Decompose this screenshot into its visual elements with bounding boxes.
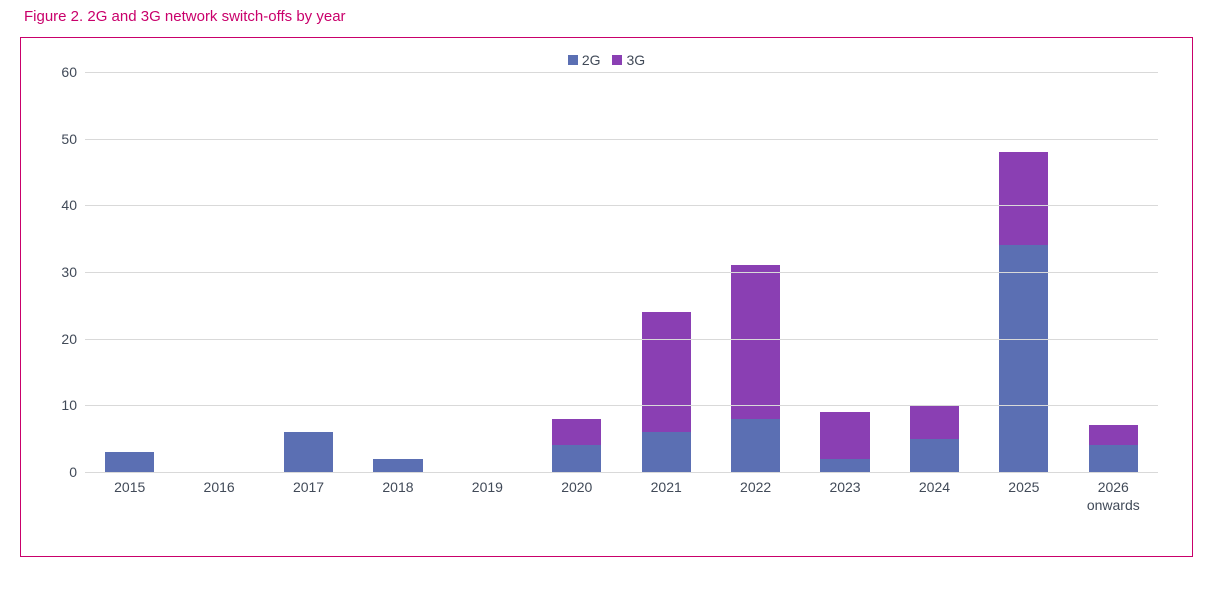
gridline — [85, 405, 1158, 406]
x-tick-label: 2016 — [204, 478, 235, 496]
figure-title: Figure 2. 2G and 3G network switch-offs … — [24, 8, 1193, 25]
legend-item-3g: 3G — [612, 52, 645, 68]
bar-seg-2G — [642, 432, 691, 472]
chart-frame: 2G 3G 0102030405060 20152016201720182019… — [20, 37, 1193, 557]
legend-swatch-3g — [612, 55, 622, 65]
legend-swatch-2g — [568, 55, 578, 65]
page-root: Figure 2. 2G and 3G network switch-offs … — [0, 0, 1213, 593]
plot-area: 0102030405060 — [85, 72, 1158, 472]
legend-label-3g: 3G — [626, 52, 645, 68]
y-tick-label: 60 — [47, 64, 77, 80]
bar-seg-3G — [552, 419, 601, 446]
bar-seg-2G — [731, 419, 780, 472]
bar-seg-2G — [105, 452, 154, 472]
bar-seg-2G — [284, 432, 333, 472]
chart-legend: 2G 3G — [45, 52, 1168, 68]
x-tick-label: 2021 — [651, 478, 682, 496]
x-axis-labels: 2015 2016 2017 2018 2019 2020 2021 2022 2023 2024… — [85, 472, 1158, 522]
x-tick-label: 2015 — [114, 478, 145, 496]
bar-seg-3G — [731, 265, 780, 418]
legend-item-2g: 2G — [568, 52, 601, 68]
gridline — [85, 205, 1158, 206]
bar-seg-3G — [642, 312, 691, 432]
bar-seg-2G — [552, 445, 601, 472]
x-tick-label: 2024 — [919, 478, 950, 496]
bar-seg-3G — [999, 152, 1048, 245]
bar-seg-2G — [373, 459, 422, 472]
x-tick-label: 2017 — [293, 478, 324, 496]
bar-seg-2G — [910, 439, 959, 472]
x-tick-label: 2026 onwards — [1087, 478, 1140, 514]
y-tick-label: 10 — [47, 397, 77, 413]
gridline — [85, 139, 1158, 140]
y-tick-label: 50 — [47, 131, 77, 147]
x-tick-label: 2018 — [382, 478, 413, 496]
gridline — [85, 72, 1158, 73]
gridline — [85, 339, 1158, 340]
y-tick-label: 30 — [47, 264, 77, 280]
x-tick-label: 2025 — [1008, 478, 1039, 496]
bar-seg-3G — [1089, 425, 1138, 445]
bar-seg-2G — [820, 459, 869, 472]
x-tick-label: 2023 — [829, 478, 860, 496]
y-tick-label: 0 — [47, 464, 77, 480]
x-tick-label: 2020 — [561, 478, 592, 496]
bar-seg-2G — [999, 245, 1048, 472]
bar-seg-3G — [820, 412, 869, 459]
gridline — [85, 272, 1158, 273]
bar-seg-2G — [1089, 445, 1138, 472]
legend-label-2g: 2G — [582, 52, 601, 68]
y-tick-label: 40 — [47, 197, 77, 213]
y-tick-label: 20 — [47, 331, 77, 347]
bar-seg-3G — [910, 405, 959, 438]
x-tick-label: 2019 — [472, 478, 503, 496]
x-tick-label: 2022 — [740, 478, 771, 496]
